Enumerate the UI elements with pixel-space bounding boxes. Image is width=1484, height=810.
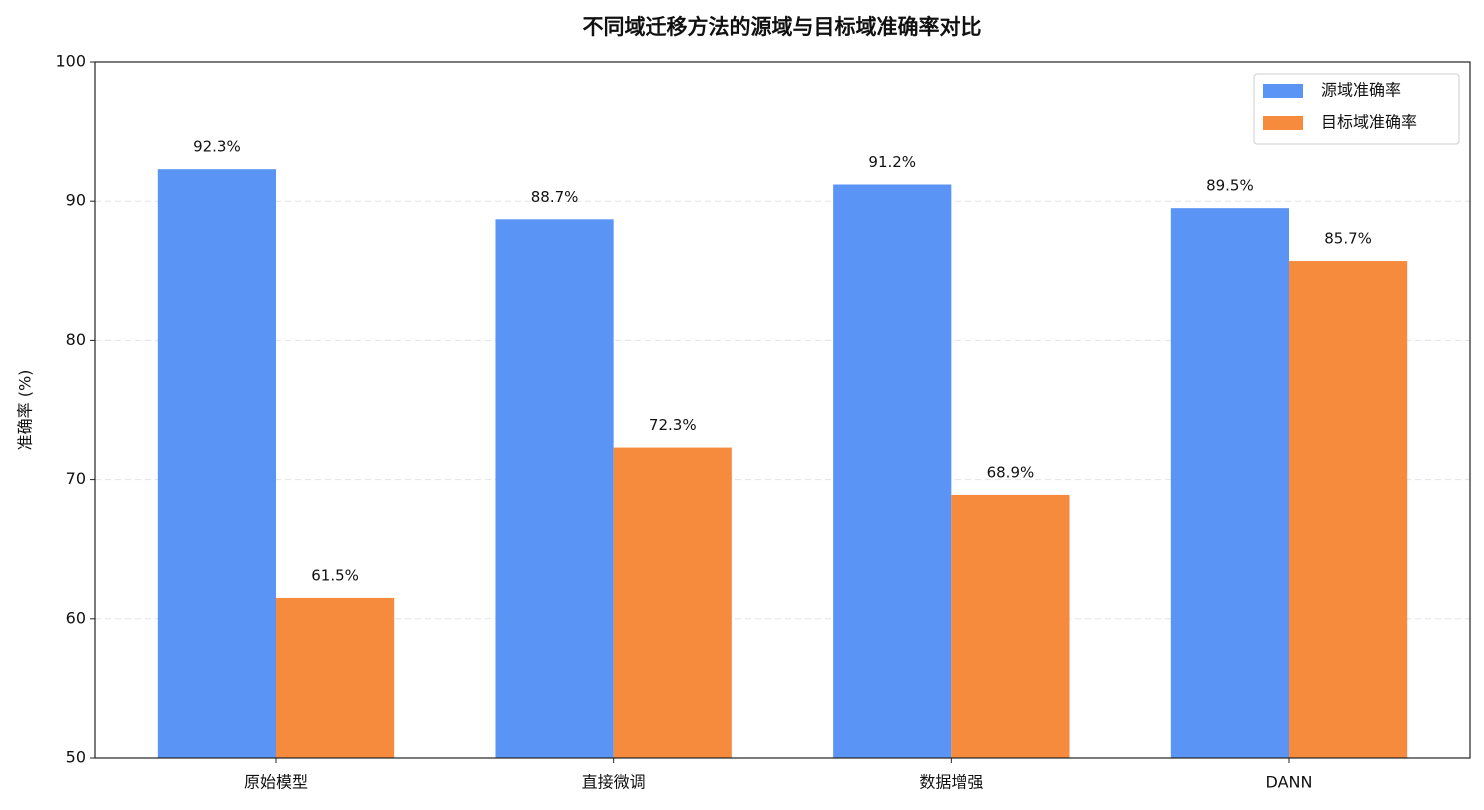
x-tick-label: 原始模型: [244, 773, 308, 792]
value-label: 61.5%: [311, 566, 359, 584]
x-tick-label: DANN: [1266, 773, 1313, 792]
legend-swatch: [1263, 84, 1303, 98]
value-label: 72.3%: [649, 416, 697, 434]
value-label: 91.2%: [868, 153, 916, 171]
y-tick-label: 80: [66, 330, 86, 349]
bar: [833, 184, 952, 759]
chart-title: 不同域迁移方法的源域与目标域准确率对比: [583, 15, 982, 39]
value-label: 88.7%: [531, 188, 579, 206]
bar: [613, 447, 732, 758]
legend-swatch: [1263, 116, 1303, 130]
y-axis-label: 准确率 (%): [16, 370, 35, 451]
value-label: 85.7%: [1324, 230, 1372, 248]
value-label: 68.9%: [987, 463, 1035, 481]
bar: [1170, 208, 1290, 758]
y-tick-label: 90: [66, 191, 86, 210]
legend-label: 目标域准确率: [1321, 113, 1417, 132]
bar: [275, 597, 395, 758]
plot-frame: [94, 61, 1471, 759]
y-tick-label: 70: [66, 469, 86, 488]
value-label: 89.5%: [1206, 177, 1254, 195]
y-tick-label: 50: [66, 748, 86, 767]
bar: [1289, 261, 1408, 758]
x-tick-label: 直接微调: [582, 773, 646, 792]
y-tick-label: 100: [55, 52, 86, 71]
y-tick-label: 60: [66, 608, 86, 627]
value-label: 92.3%: [193, 138, 241, 156]
bar: [951, 494, 1070, 758]
legend-label: 源域准确率: [1321, 81, 1401, 100]
bar: [157, 169, 276, 758]
legend-box: [1253, 73, 1460, 145]
bar: [495, 219, 614, 758]
x-tick-label: 数据增强: [919, 773, 983, 792]
